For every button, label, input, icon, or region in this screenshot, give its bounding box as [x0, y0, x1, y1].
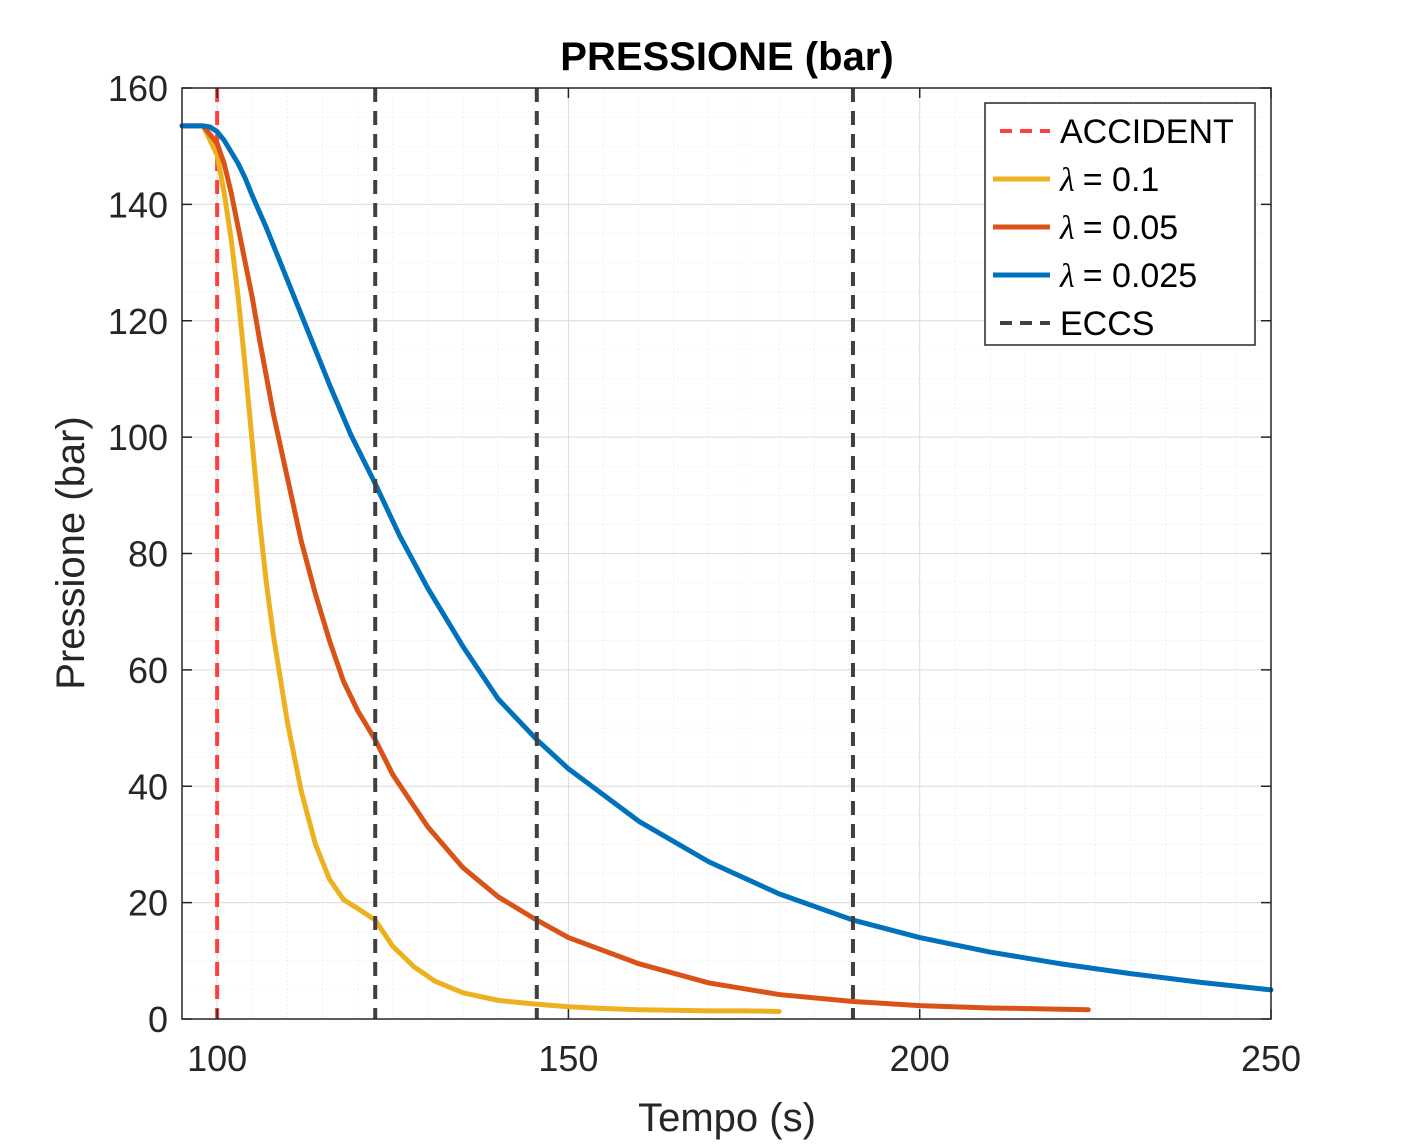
- legend-box: [984, 102, 1256, 346]
- y-tick-label: 80: [128, 534, 168, 575]
- x-tick-label: 100: [187, 1038, 247, 1079]
- tick-labels: 100 150 200 250 0 20 40 60 80 100 120 140 160: [108, 68, 1301, 1079]
- x-axis-label: Tempo (s): [638, 1096, 816, 1140]
- legend-accident-label: ACCIDENT: [1060, 113, 1234, 151]
- y-tick-label: 100: [108, 417, 168, 458]
- legend-series-3-label: λ = 0.025: [1059, 257, 1197, 295]
- legend-series-1-symbol: λ: [1059, 162, 1075, 199]
- y-tick-label: 20: [128, 883, 168, 924]
- x-tick-label: 150: [538, 1038, 598, 1079]
- legend-series-2-symbol: λ: [1059, 210, 1075, 247]
- legend-series-1-value: = 0.1: [1083, 161, 1160, 199]
- tick-marks: [182, 87, 1272, 1020]
- legend-series-2-value: = 0.05: [1083, 209, 1178, 247]
- series-line-1: [179, 123, 782, 1014]
- y-tick-label: 0: [148, 999, 168, 1040]
- y-tick-label: 40: [128, 766, 168, 807]
- legend-series-3-symbol: λ: [1059, 258, 1075, 295]
- legend: ACCIDENT λ = 0.1 λ = 0.05 λ = 0.025 ECCS: [984, 102, 1256, 346]
- plot-lines: [179, 88, 1274, 1019]
- y-tick-label: 120: [108, 301, 168, 342]
- legend-series-2-label: λ = 0.05: [1059, 209, 1178, 247]
- y-axis-label: Pressione (bar): [49, 416, 93, 689]
- legend-eccs-label: ECCS: [1060, 305, 1154, 343]
- series-line-3: [179, 123, 1274, 993]
- y-tick-label: 140: [108, 184, 168, 225]
- x-tick-label: 200: [890, 1038, 950, 1079]
- x-tick-label: 250: [1241, 1038, 1301, 1079]
- y-tick-label: 160: [108, 68, 168, 109]
- series-line-2: [179, 123, 1091, 1013]
- legend-series-1-label: λ = 0.1: [1059, 161, 1159, 199]
- chart-title: PRESSIONE (bar): [560, 35, 893, 79]
- minor-grid: [181, 88, 1271, 1019]
- y-tick-label: 60: [128, 650, 168, 691]
- legend-series-3-value: = 0.025: [1083, 257, 1197, 295]
